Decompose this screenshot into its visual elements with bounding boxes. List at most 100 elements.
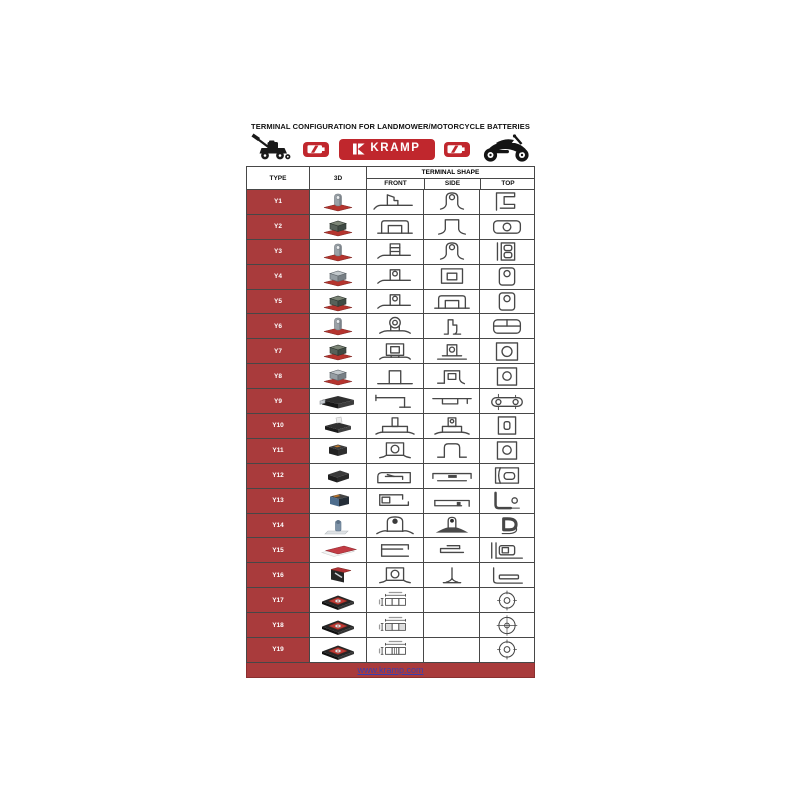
top-view-cell: [479, 314, 534, 339]
clip-small-icon: [439, 544, 464, 553]
column-header-front: FRONT: [384, 180, 407, 188]
column-header-top: TOP: [480, 178, 535, 189]
table-row: Y18: [247, 612, 534, 638]
flat-bar-mark-icon: [433, 499, 470, 508]
front-view-cell: [366, 438, 423, 463]
top-view-cell: [479, 264, 534, 289]
top-view-cell: [479, 463, 534, 488]
terminal-3d-thumb: [309, 563, 366, 588]
slot-box-icon: [377, 472, 411, 484]
terminal-3d-thumb: [309, 214, 366, 239]
terminal-3d-thumb: [309, 264, 366, 289]
side-view-cell: [423, 414, 479, 438]
bracket-notch-icon: [377, 220, 413, 235]
front-view-cell: [366, 513, 423, 538]
terminal-3d-thumb: [309, 239, 366, 264]
top-view-cell: [479, 588, 534, 613]
table-body: Y1 Y2 Y3 Y4 Y5 Y6 Y7 Y8 Y9 Y10 Y11 Y12 Y13 Y14 Y15 Y16 Y…: [247, 189, 534, 662]
top-view-cell: [479, 414, 534, 438]
side-view-cell: [423, 638, 479, 662]
washer-icon: [497, 590, 517, 611]
table-row: Y2: [247, 213, 534, 239]
flat-tab-3d-icon: [325, 416, 351, 433]
row-type-label: Y1: [247, 190, 309, 214]
table-row: Y16: [247, 562, 534, 588]
front-view-cell: [366, 364, 423, 389]
front-view-cell: [366, 314, 423, 339]
post-hole-icon: [377, 269, 411, 284]
side-view-cell: [423, 488, 479, 513]
terminal-3d-thumb: [309, 513, 366, 538]
terminal-configuration-sheet: TERMINAL CONFIGURATION FOR LANDMOWER/MOT…: [246, 122, 535, 678]
rect-circle-icon: [495, 342, 519, 361]
top-view-cell: [479, 289, 534, 314]
terminal-3d-thumb: [309, 538, 366, 563]
table-row: Y10: [247, 413, 534, 438]
row-type-label: Y9: [247, 389, 309, 414]
gray-cube-3d-icon: [323, 270, 353, 286]
kramp-website-link[interactable]: www.kramp.com: [357, 664, 424, 675]
eyelet-post-icon: [439, 242, 464, 261]
post-hole-icon: [377, 294, 411, 309]
side-view-cell: [423, 339, 479, 364]
terminal-3d-thumb: [309, 463, 366, 488]
flag-post-icon: [373, 194, 413, 211]
terminal-3d-thumb: [309, 314, 366, 339]
battery-top-3d-icon: [322, 645, 354, 660]
side-view-cell: [423, 364, 479, 389]
e-bracket-icon: [495, 192, 516, 212]
row-type-label: Y7: [247, 339, 309, 364]
terminal-3d-thumb: [309, 414, 366, 438]
side-view-cell: [423, 314, 479, 339]
front-view-cell: [366, 264, 423, 289]
terminal-3d-thumb: [309, 339, 366, 364]
terminal-3d-thumb: [309, 488, 366, 513]
table-row: Y13: [247, 487, 534, 513]
row-type-label: Y18: [247, 613, 309, 638]
front-view-cell: [366, 339, 423, 364]
column-header-side: SIDE: [424, 178, 480, 189]
top-view-cell: [479, 438, 534, 463]
terminal-3d-thumb: [309, 638, 366, 662]
rect-slot-icon: [497, 416, 517, 436]
arch-icon: [436, 443, 467, 459]
row-type-label: Y15: [247, 538, 309, 563]
square-in-square-icon: [440, 268, 463, 284]
dim-drawing-c-icon: [378, 641, 406, 656]
terminal-3d-thumb: [309, 389, 366, 414]
row-type-label: Y2: [247, 214, 309, 239]
terminal-3d-thumb: [309, 588, 366, 613]
oval-circle-icon: [492, 220, 522, 235]
green-box-3d-icon: [323, 220, 353, 237]
dark-label-box-3d-icon: [329, 444, 347, 456]
side-view-cell: [423, 289, 479, 314]
side-view-cell: [423, 239, 479, 264]
side-view-cell: [423, 513, 479, 538]
top-view-cell: [479, 339, 534, 364]
dome-flare-icon: [435, 516, 468, 533]
flat-connector-3d-icon: [319, 396, 354, 409]
red-plate-3d-icon: [320, 546, 358, 558]
battery-top-3d-icon: [322, 620, 354, 636]
dark-red-box-3d-icon: [330, 567, 352, 583]
terminal-3d-thumb: [309, 289, 366, 314]
top-view-cell: [479, 214, 534, 239]
top-view-cell: [479, 563, 534, 588]
small-post-3d-icon: [324, 519, 349, 534]
table-header: TYPE 3D TERMINAL SHAPE FRONT SIDE TOP: [247, 167, 534, 189]
front-view-cell: [366, 638, 423, 662]
table-row: Y4: [247, 263, 534, 289]
table-row: Y9: [247, 388, 534, 414]
table-row: Y12: [247, 462, 534, 488]
row-type-label: Y6: [247, 314, 309, 339]
terminal-3d-thumb: [309, 613, 366, 638]
oval-circle-tall-icon: [498, 292, 516, 311]
terminal-3d-thumb: [309, 438, 366, 463]
battery-icon: [303, 141, 330, 157]
top-view-cell: [479, 239, 534, 264]
d-ring-icon: [501, 517, 518, 535]
front-view-cell: [366, 613, 423, 638]
front-view-cell: [366, 563, 423, 588]
front-view-cell: [366, 463, 423, 488]
battery-icon: [443, 141, 470, 157]
